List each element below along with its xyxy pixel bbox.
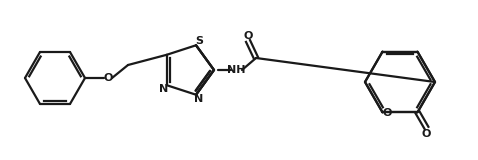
Text: O: O (243, 31, 253, 41)
Text: S: S (195, 36, 203, 46)
Text: N: N (159, 84, 169, 94)
Text: O: O (103, 73, 113, 83)
Text: N: N (195, 94, 204, 104)
Text: O: O (422, 129, 431, 139)
Text: O: O (383, 108, 392, 118)
Text: NH: NH (227, 65, 245, 75)
